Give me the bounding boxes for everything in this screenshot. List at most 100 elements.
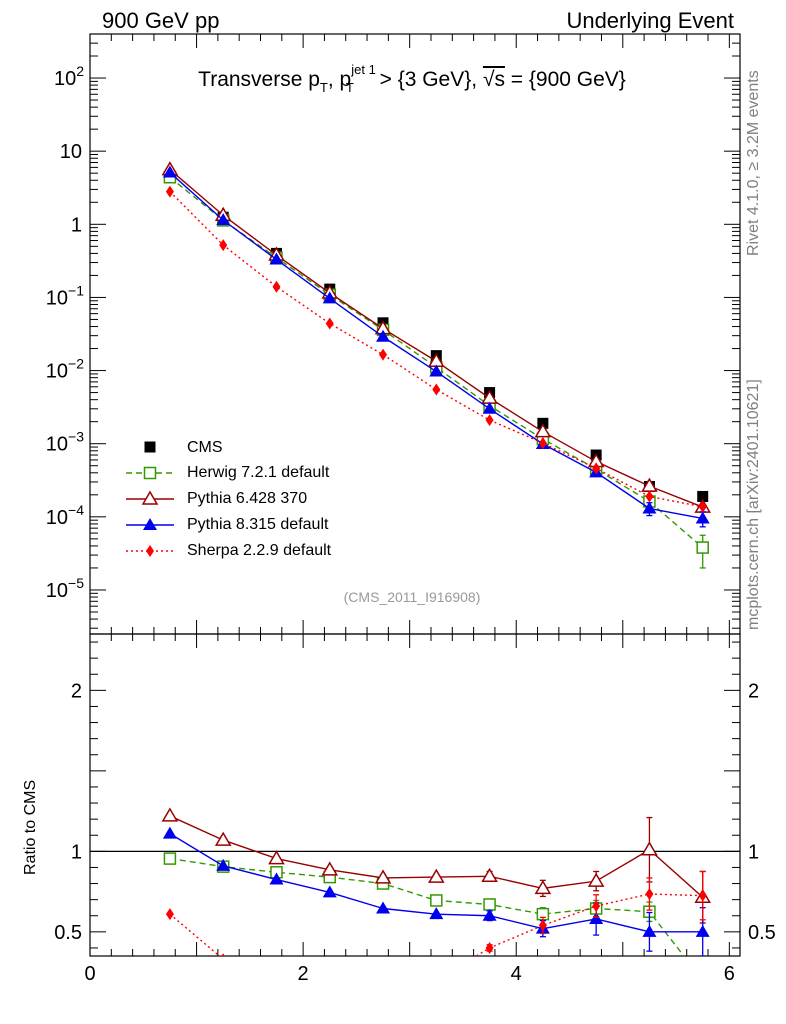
ratio-data-point <box>485 941 494 954</box>
main-data-point <box>322 291 337 304</box>
y-tick-label: 10−1 <box>46 282 84 309</box>
ratio-data-point <box>321 861 339 876</box>
main-data-point <box>695 511 710 524</box>
legend-marker <box>143 466 157 480</box>
ratio-data-point <box>645 888 654 901</box>
legend-label: Pythia 8.315 default <box>187 516 329 533</box>
ratio-data-point <box>695 924 710 937</box>
legend-marker <box>144 441 156 453</box>
ratio-data-point <box>430 894 443 907</box>
ratio-y-ticks <box>90 641 740 949</box>
legend-marker <box>146 545 154 557</box>
analysis-id: (CMS_2011_I916908) <box>343 589 481 605</box>
ratio-y-tick-label: 2 <box>748 680 759 702</box>
main-data-point <box>538 437 547 450</box>
ratio-data-point <box>161 807 179 822</box>
ratio-data-point <box>429 907 444 920</box>
main-y-ticks <box>90 33 740 629</box>
ratio-data-point <box>698 889 707 902</box>
ratio-series <box>163 852 708 986</box>
y-tick-label: 10−4 <box>46 502 84 529</box>
main-data-point <box>645 490 654 503</box>
main-data-point <box>216 213 231 226</box>
ratio-data-point <box>221 953 226 956</box>
ratio-series <box>165 870 707 994</box>
main-series <box>165 185 707 513</box>
ratio-data-point <box>165 908 174 921</box>
ratio-data-point <box>374 869 392 884</box>
main-series <box>164 170 709 502</box>
legend-label: Sherpa 2.2.9 default <box>187 542 332 559</box>
x-ticks <box>89 34 730 956</box>
legend-label: Herwig 7.2.1 default <box>187 464 330 481</box>
main-series <box>161 161 712 513</box>
main-data-point <box>592 462 601 475</box>
ratio-data-point <box>162 826 177 839</box>
y-tick-label: 102 <box>54 63 84 90</box>
ratio-y-tick-label: 0.5 <box>748 922 776 944</box>
title-part: √s <box>482 68 505 91</box>
ratio-data-point <box>214 831 232 846</box>
ratio-data-point <box>642 924 657 937</box>
ratio-data-point <box>483 898 496 911</box>
rivet-version-label: Rivet 4.1.0, ≥ 3.2M events <box>745 70 762 256</box>
main-data-point <box>379 348 388 361</box>
main-data-point <box>325 317 334 330</box>
ratio-data-point <box>268 850 285 865</box>
ratio-data-point <box>432 974 440 986</box>
ratio-y-tick-label: 2 <box>71 680 82 702</box>
x-tick-label: 0 <box>84 963 95 985</box>
title-part: = {900 GeV} <box>504 68 626 91</box>
ratio-data-point <box>428 868 445 883</box>
main-data-point <box>432 383 441 396</box>
ratio-data-point <box>326 982 334 994</box>
ratio-data-point <box>379 982 387 994</box>
main-data-point <box>272 280 281 293</box>
main-data-point <box>482 401 497 414</box>
x-tick-label: 6 <box>724 963 735 985</box>
plot-title: Transverse pT, pjet 1T > {3 GeV}, √s = {… <box>90 62 734 95</box>
ratio-data-point <box>272 974 280 986</box>
y-tick-label: 10−5 <box>46 575 84 602</box>
title-part: > {3 GeV}, <box>373 68 483 91</box>
main-data-point <box>165 185 174 198</box>
header-right-label: Underlying Event <box>566 8 734 33</box>
title-part: jet 1 <box>351 62 376 77</box>
legend-symbols <box>126 441 174 557</box>
main-data-point <box>429 364 444 377</box>
ratio-y-tick-label: 1 <box>748 841 759 863</box>
x-tick-label: 4 <box>511 963 522 985</box>
title-part: , p <box>327 68 352 91</box>
ratio-y-tick-label: 1 <box>71 841 82 863</box>
legend-marker <box>143 518 157 530</box>
ratio-data-point <box>538 919 547 932</box>
y-tick-label: 10−2 <box>46 356 84 383</box>
ratio-data-point <box>697 975 708 986</box>
main-data-point <box>697 490 709 502</box>
main-data-point <box>534 423 552 438</box>
main-data-point <box>696 541 709 554</box>
ratio-data-point <box>641 841 658 856</box>
ratio-series <box>162 826 710 956</box>
ratio-data-point <box>592 900 601 913</box>
ratio-y-axis-label: Ratio to CMS <box>22 779 39 875</box>
mcplots-label: mcplots.cern.ch [arXiv:2401.10621] <box>745 379 762 630</box>
ratio-data-point <box>322 885 337 898</box>
ratio-data-point <box>216 858 231 871</box>
main-series-line <box>169 169 703 508</box>
ratio-y-tick-label: 0.5 <box>54 922 82 944</box>
x-tick-label: 2 <box>298 963 309 985</box>
y-tick-label: 10 <box>60 141 82 163</box>
header-left-label: 900 GeV pp <box>102 8 220 33</box>
ratio-data-point <box>587 872 605 887</box>
legend-label: CMS <box>187 439 223 456</box>
legend-label: Pythia 6.428 370 <box>187 490 308 507</box>
ratio-data-point <box>534 879 552 895</box>
main-data-point <box>269 252 284 265</box>
ratio-plot-frame <box>89 633 741 957</box>
main-data-point <box>698 500 707 513</box>
main-data-point <box>642 501 657 514</box>
ratio-series-line <box>169 815 704 898</box>
main-data-point <box>162 165 177 178</box>
legend-marker <box>141 490 159 505</box>
